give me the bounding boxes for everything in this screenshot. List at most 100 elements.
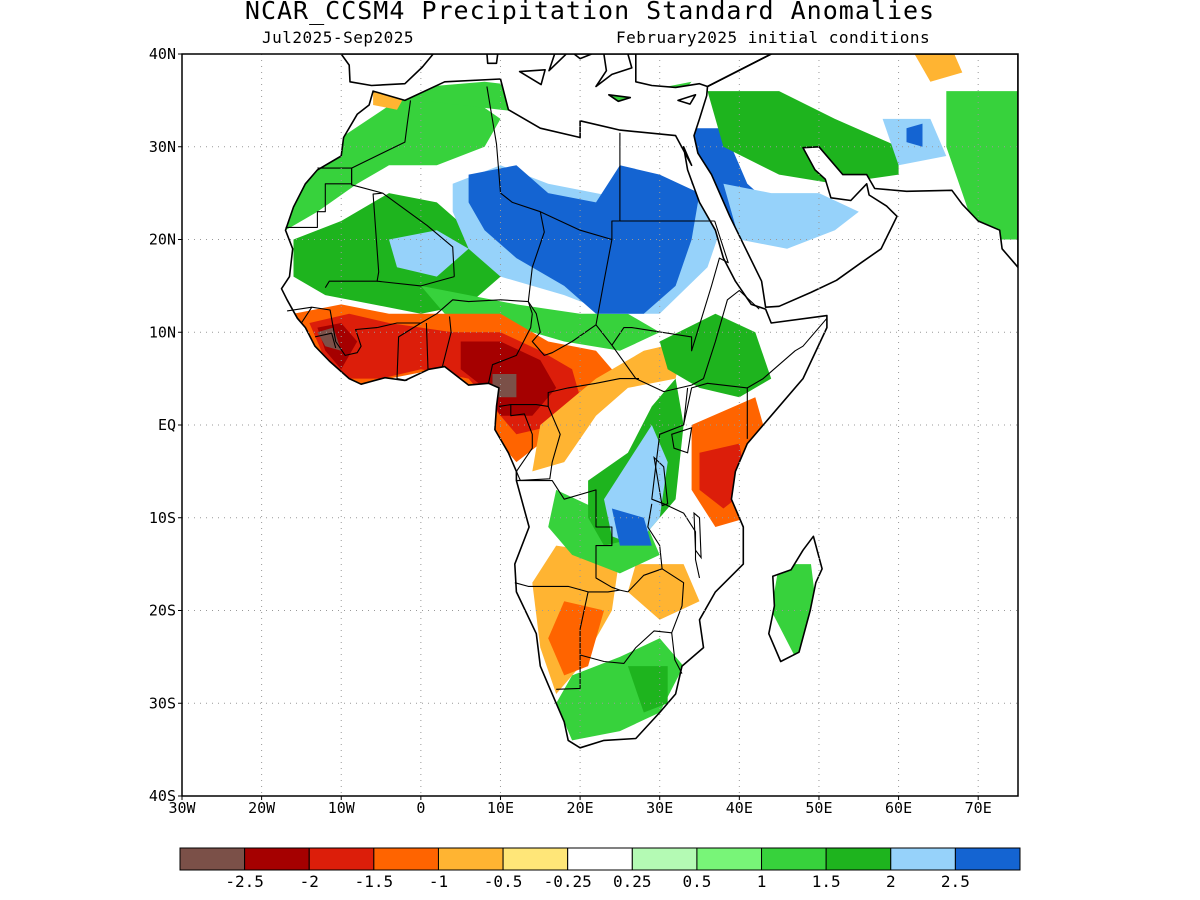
country-border bbox=[527, 211, 545, 302]
anomaly-region bbox=[914, 54, 963, 82]
longitude-label: 20W bbox=[248, 799, 276, 817]
latitude-label: 20N bbox=[149, 231, 176, 249]
anomaly-region bbox=[556, 638, 684, 741]
map-plot-area bbox=[182, 54, 1072, 796]
latitude-label: 40S bbox=[149, 787, 176, 805]
latitude-label: EQ bbox=[158, 416, 176, 434]
country-border bbox=[747, 317, 828, 389]
country-border bbox=[441, 316, 452, 367]
country-border bbox=[396, 322, 422, 382]
country-border bbox=[377, 276, 455, 287]
colorbar-label: 1.5 bbox=[812, 872, 841, 891]
colorbar-swatch bbox=[954, 847, 1021, 871]
longitude-label: 40E bbox=[726, 799, 753, 817]
colorbar-label: -2 bbox=[300, 872, 319, 891]
coastline bbox=[518, 69, 546, 86]
longitude-label: 10E bbox=[487, 799, 514, 817]
longitude-label: 10W bbox=[328, 799, 356, 817]
colorbar-swatch bbox=[179, 847, 246, 871]
colorbar-swatch bbox=[502, 847, 569, 871]
country-border bbox=[285, 168, 353, 228]
coastline bbox=[768, 535, 823, 663]
coastline bbox=[280, 78, 828, 749]
colorbar-label: 2.5 bbox=[941, 872, 970, 891]
land-anomaly-field bbox=[281, 54, 1018, 748]
latitude-labels: 40N 30N 20N 10N EQ 10S 20S 30S 40S bbox=[149, 45, 182, 805]
colorbar-swatch bbox=[437, 847, 504, 871]
colorbar-swatch bbox=[373, 847, 439, 871]
colorbar-label: 1 bbox=[757, 872, 767, 891]
country-border bbox=[300, 306, 378, 356]
colorbar-swatch bbox=[567, 847, 633, 871]
forecast-period: Jul2025-Sep2025 bbox=[262, 28, 414, 47]
coastline bbox=[693, 54, 1018, 308]
anomaly-region bbox=[946, 91, 1018, 240]
colorbar-swatch bbox=[696, 847, 763, 871]
anomaly-region bbox=[906, 123, 923, 147]
coastline bbox=[1056, 334, 1072, 369]
colorbar-legend: -2.5 -2 -1.5 -1 -0.5 -0.25 0.25 0.5 1 1.5 2 2.5 bbox=[179, 847, 1021, 891]
latitude-label: 30S bbox=[149, 694, 176, 712]
country-border bbox=[627, 503, 663, 593]
country-border bbox=[487, 313, 533, 384]
coastline bbox=[486, 54, 499, 65]
anomaly-region bbox=[548, 601, 604, 676]
coastlines bbox=[280, 54, 1072, 749]
anomaly-region bbox=[492, 374, 517, 398]
country-border bbox=[611, 220, 729, 352]
colorbar-label: -1.5 bbox=[355, 872, 394, 891]
colorbar-swatch bbox=[631, 847, 698, 871]
country-border bbox=[425, 322, 429, 370]
lake-outline bbox=[653, 455, 669, 507]
country-border bbox=[661, 568, 685, 674]
coastline bbox=[608, 94, 632, 103]
coastline bbox=[340, 54, 772, 89]
country-border bbox=[324, 192, 383, 288]
country-border bbox=[500, 192, 620, 241]
colorbar-swatch bbox=[825, 847, 892, 871]
country-border bbox=[510, 404, 533, 472]
map-title: NCAR_CCSM4 Precipitation Standard Anomal… bbox=[244, 0, 936, 25]
anomaly-region bbox=[611, 508, 652, 546]
latitude-label: 40N bbox=[149, 45, 176, 63]
country-border bbox=[595, 289, 760, 393]
anomaly-region bbox=[532, 341, 684, 472]
country-border bbox=[498, 378, 639, 407]
lake-outline bbox=[671, 426, 693, 454]
country-border bbox=[376, 299, 533, 329]
country-border bbox=[516, 406, 561, 482]
longitude-label: 0 bbox=[416, 799, 425, 817]
anomaly-region bbox=[707, 91, 899, 184]
country-border bbox=[351, 100, 412, 169]
country-border bbox=[579, 630, 672, 664]
colorbar-label: 0.25 bbox=[613, 872, 652, 891]
colorbar-swatch bbox=[244, 847, 310, 871]
anomaly-region bbox=[285, 91, 501, 231]
longitude-label: 20E bbox=[567, 799, 594, 817]
colorbar-swatch bbox=[308, 847, 375, 871]
latitude-label: 20S bbox=[149, 602, 176, 620]
latitude-label: 10S bbox=[149, 509, 176, 527]
colorbar-swatch bbox=[761, 847, 827, 871]
anomaly-region bbox=[659, 313, 772, 398]
colorbar-label: 0.5 bbox=[682, 872, 711, 891]
country-border bbox=[314, 332, 337, 349]
country-border bbox=[486, 86, 502, 194]
anomaly-region bbox=[420, 285, 660, 351]
longitude-label: 70E bbox=[965, 799, 992, 817]
country-border bbox=[287, 306, 312, 312]
initial-conditions: February2025 initial conditions bbox=[616, 28, 931, 47]
grid-lines bbox=[182, 54, 1018, 796]
longitude-label: 30E bbox=[646, 799, 673, 817]
colorbar-label: 2 bbox=[886, 872, 896, 891]
coastline bbox=[677, 94, 697, 105]
longitude-labels: 30W 20W 10W 0 10E 20E 30E 40E 50E 60E 70E bbox=[168, 796, 992, 817]
country-border bbox=[527, 239, 613, 356]
colorbar-label: -1 bbox=[429, 872, 448, 891]
colorbar-label: -0.25 bbox=[544, 872, 592, 891]
anomaly-region bbox=[723, 183, 859, 249]
anomaly-region bbox=[389, 230, 469, 277]
country-border bbox=[515, 471, 521, 481]
latitude-label: 10N bbox=[149, 323, 176, 341]
latitude-label: 30N bbox=[149, 138, 176, 156]
